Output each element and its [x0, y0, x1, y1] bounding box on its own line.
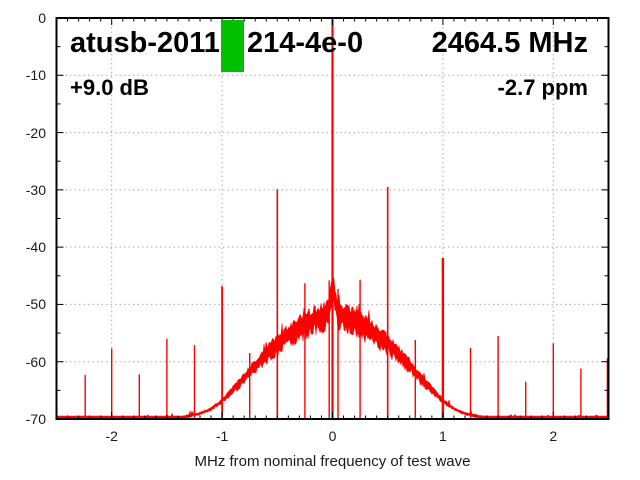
title-frequency: 2464.5 MHz [431, 27, 588, 59]
y-tick-label: -10 [25, 67, 46, 84]
ppm-annotation: -2.7 ppm [497, 75, 588, 100]
x-axis-label: MHz from nominal frequency of test wave [194, 453, 471, 470]
x-tick-label: 0 [328, 428, 337, 444]
title-device-id-right: 214-4e-0 [247, 27, 364, 59]
y-tick-label: -30 [25, 181, 46, 198]
y-tick-label: -50 [25, 296, 46, 313]
y-tick-label: -70 [25, 411, 46, 427]
y-tick-label: -60 [25, 353, 46, 370]
y-tick-label: -20 [25, 124, 46, 141]
x-tick-label: 1 [438, 428, 447, 444]
x-tick-label: -1 [215, 428, 229, 444]
pass-indicator-block [221, 20, 244, 72]
title-device-id-left: atusb-2011 [70, 27, 220, 59]
x-tick-label: -2 [105, 428, 118, 444]
x-tick-label: 2 [549, 428, 558, 444]
y-tick-label: -40 [25, 239, 46, 256]
gain-annotation: +9.0 dB [70, 75, 149, 100]
y-tick-label: 0 [38, 10, 46, 26]
